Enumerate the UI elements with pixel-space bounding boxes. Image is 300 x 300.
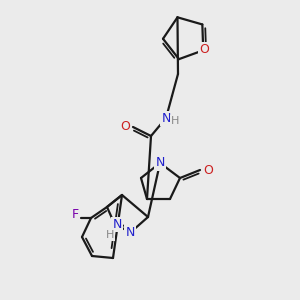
Text: O: O <box>120 119 130 133</box>
Text: O: O <box>203 164 213 176</box>
Text: F: F <box>71 208 79 220</box>
Text: H: H <box>106 230 114 240</box>
Text: H: H <box>171 116 179 126</box>
Text: O: O <box>199 43 209 56</box>
Text: N: N <box>155 157 165 169</box>
Text: N: N <box>125 226 135 238</box>
Text: N: N <box>112 218 122 230</box>
Text: N: N <box>161 112 171 124</box>
